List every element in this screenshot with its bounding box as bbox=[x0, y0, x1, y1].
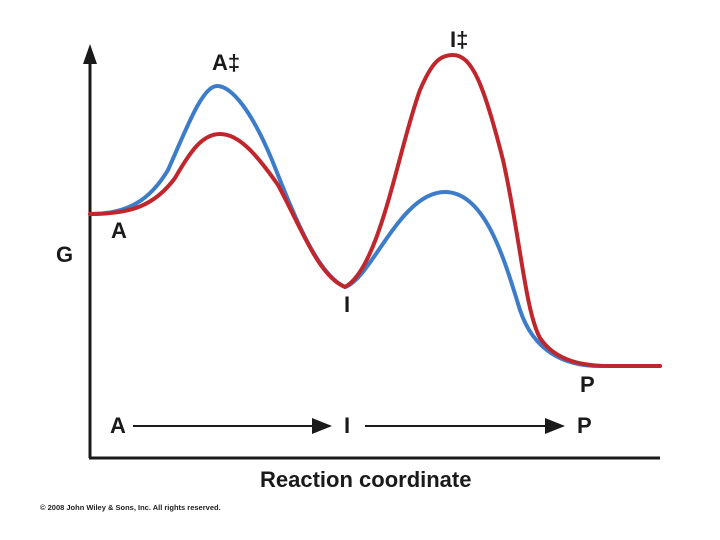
red-curve bbox=[88, 53, 662, 368]
label-intermediate-i: I bbox=[344, 292, 350, 317]
blue-curve bbox=[88, 84, 662, 368]
label-transition-a: A‡ bbox=[212, 50, 240, 75]
x-axis-label: Reaction coordinate bbox=[260, 467, 471, 492]
copyright-notice: © 2008 John Wiley & Sons, Inc. All right… bbox=[40, 503, 221, 512]
label-reactant-a: A bbox=[111, 218, 127, 243]
pathway-label-a: A bbox=[110, 413, 126, 438]
y-axis-arrow bbox=[83, 44, 97, 64]
label-product-p: P bbox=[580, 372, 595, 397]
y-axis-label: G bbox=[56, 242, 73, 267]
pathway-label-p: P bbox=[577, 413, 592, 438]
pathway-label-i: I bbox=[344, 413, 350, 438]
label-transition-i: I‡ bbox=[450, 27, 468, 52]
